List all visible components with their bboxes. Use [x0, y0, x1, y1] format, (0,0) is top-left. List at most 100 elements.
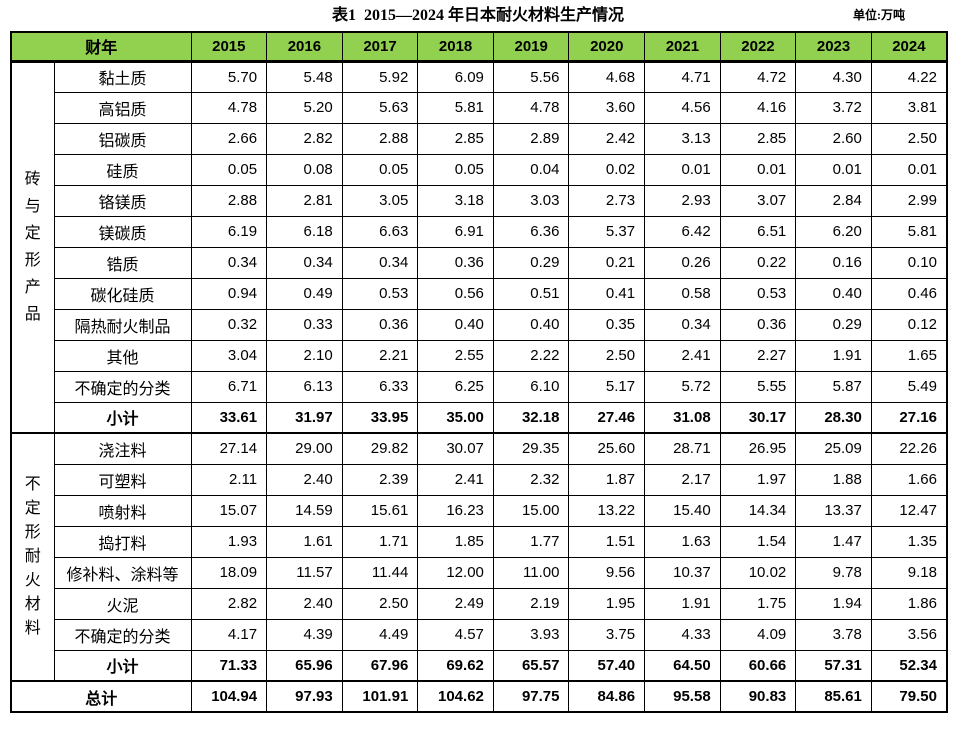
value-cell: 25.09 — [795, 432, 872, 465]
row-label: 碳化硅质 — [53, 277, 192, 310]
value-cell: 0.41 — [568, 277, 646, 310]
value-cell: 11.00 — [492, 556, 570, 589]
value-cell: 2.50 — [568, 339, 646, 372]
value-cell: 0.08 — [266, 153, 343, 186]
value-cell: 1.47 — [795, 525, 872, 558]
value-cell: 3.72 — [795, 91, 872, 124]
value-cell: 12.47 — [870, 494, 948, 527]
group-label-char: 形 — [24, 524, 41, 541]
value-cell: 33.61 — [190, 401, 268, 434]
value-cell: 32.18 — [492, 401, 570, 434]
value-cell: 104.62 — [417, 680, 494, 713]
value-cell: 2.50 — [870, 122, 948, 155]
row-label: 高铝质 — [53, 91, 192, 124]
value-cell: 2.22 — [492, 339, 570, 372]
value-cell: 2.21 — [341, 339, 419, 372]
table-row: 铬镁质 2.88 2.81 3.05 3.18 3.03 2.73 2.93 3.07 2.84 2… — [11, 184, 948, 217]
value-cell: 0.94 — [190, 277, 268, 310]
value-cell: 0.56 — [417, 277, 494, 310]
value-cell: 71.33 — [190, 649, 268, 682]
value-cell: 3.03 — [492, 184, 570, 217]
group-label-char: 定 — [24, 500, 41, 517]
group-label-char: 砖 — [24, 170, 41, 188]
value-cell: 97.93 — [266, 680, 343, 713]
value-cell: 6.18 — [266, 215, 343, 248]
value-cell: 28.71 — [644, 432, 721, 465]
value-cell: 11.57 — [266, 556, 343, 589]
value-cell: 0.12 — [870, 308, 948, 341]
value-cell: 2.85 — [417, 122, 494, 155]
value-cell: 15.40 — [644, 494, 721, 527]
value-cell: 35.00 — [417, 401, 494, 434]
value-cell: 1.88 — [795, 463, 872, 496]
table-row: 不确定的分类 6.71 6.13 6.33 6.25 6.10 5.17 5.72 5.55 5.… — [11, 370, 948, 403]
table-row: 火泥 2.82 2.40 2.50 2.49 2.19 1.95 1.91 1.75 1.94 1.… — [11, 587, 948, 620]
table-row: 隔热耐火制品 0.32 0.33 0.36 0.40 0.40 0.35 0.34 0.36 0.… — [11, 308, 948, 341]
table-row: 可塑料 2.11 2.40 2.39 2.41 2.32 1.87 2.17 1.97 1.88 1… — [11, 463, 948, 496]
value-cell: 3.78 — [795, 618, 872, 651]
value-cell: 57.31 — [795, 649, 872, 682]
value-cell: 0.36 — [341, 308, 419, 341]
value-cell: 1.54 — [719, 525, 797, 558]
value-cell: 1.86 — [870, 587, 948, 620]
value-cell: 6.19 — [190, 215, 268, 248]
value-cell: 1.87 — [568, 463, 646, 496]
year-header-2015: 2015 — [190, 31, 268, 63]
value-cell: 5.20 — [266, 91, 343, 124]
row-label: 小计 — [53, 649, 192, 682]
value-cell: 2.99 — [870, 184, 948, 217]
value-cell: 0.36 — [417, 246, 494, 279]
value-cell: 3.13 — [644, 122, 721, 155]
value-cell: 33.95 — [341, 401, 419, 434]
table-row: 锆质 0.34 0.34 0.34 0.36 0.29 0.21 0.26 0.22 0.16 0.… — [11, 246, 948, 279]
table-row: 高铝质 4.78 5.20 5.63 5.81 4.78 3.60 4.56 4.16 3.72 3… — [11, 91, 948, 124]
value-cell: 2.84 — [795, 184, 872, 217]
value-cell: 1.61 — [266, 525, 343, 558]
year-header-2022: 2022 — [719, 31, 797, 63]
year-header-2023: 2023 — [795, 31, 872, 63]
value-cell: 2.10 — [266, 339, 343, 372]
value-cell: 1.91 — [644, 587, 721, 620]
row-label: 铬镁质 — [53, 184, 192, 217]
value-cell: 0.32 — [190, 308, 268, 341]
value-cell: 4.33 — [644, 618, 721, 651]
value-cell: 15.61 — [341, 494, 419, 527]
value-cell: 14.34 — [719, 494, 797, 527]
row-label: 小计 — [53, 401, 192, 434]
year-header-2021: 2021 — [644, 31, 721, 63]
unit-label: 单位:万吨 — [853, 8, 905, 22]
row-label: 可塑料 — [53, 463, 192, 496]
value-cell: 0.02 — [568, 153, 646, 186]
group-label-stack: 不定形耐火材料 — [12, 477, 53, 637]
value-cell: 5.87 — [795, 370, 872, 403]
group-label-char: 料 — [24, 620, 41, 637]
value-cell: 2.49 — [417, 587, 494, 620]
value-cell: 13.22 — [568, 494, 646, 527]
value-cell: 4.17 — [190, 618, 268, 651]
value-cell: 2.73 — [568, 184, 646, 217]
value-cell: 0.34 — [341, 246, 419, 279]
value-cell: 4.78 — [492, 91, 570, 124]
value-cell: 5.81 — [870, 215, 948, 248]
table-row: 修补料、涂料等 18.09 11.57 11.44 12.00 11.00 9.56 10.3… — [11, 556, 948, 589]
value-cell: 95.58 — [644, 680, 721, 713]
table-row: 铝碳质 2.66 2.82 2.88 2.85 2.89 2.42 3.13 2.85 2.60 2… — [11, 122, 948, 155]
value-cell: 85.61 — [795, 680, 872, 713]
value-cell: 4.09 — [719, 618, 797, 651]
value-cell: 3.60 — [568, 91, 646, 124]
value-cell: 3.07 — [719, 184, 797, 217]
group-label-char: 产 — [24, 278, 41, 296]
row-label: 铝碳质 — [53, 122, 192, 155]
value-cell: 14.59 — [266, 494, 343, 527]
value-cell: 5.92 — [341, 60, 419, 93]
value-cell: 0.22 — [719, 246, 797, 279]
row-label: 喷射料 — [53, 494, 192, 527]
table-row: 不定形耐火材料浇注料 27.14 29.00 29.82 30.07 29.35 25.60… — [10, 432, 948, 682]
value-cell: 4.72 — [719, 60, 797, 93]
value-cell: 2.32 — [492, 463, 570, 496]
row-label: 镁碳质 — [53, 215, 192, 248]
value-cell: 5.37 — [568, 215, 646, 248]
row-label: 隔热耐火制品 — [53, 308, 192, 341]
value-cell: 9.56 — [568, 556, 646, 589]
value-cell: 10.37 — [644, 556, 721, 589]
